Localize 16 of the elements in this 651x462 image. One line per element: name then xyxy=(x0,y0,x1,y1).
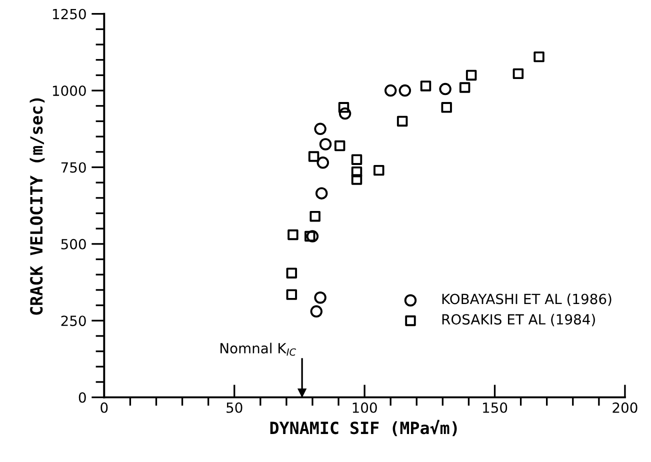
y-tick-label: 0 xyxy=(78,392,86,403)
x-tick-label: 50 xyxy=(226,402,242,413)
x-tick-label: 150 xyxy=(483,402,508,413)
y-tick-label: 250 xyxy=(61,316,86,326)
y-tick-label: 500 xyxy=(61,238,86,250)
y-tick-label: 1250 xyxy=(52,8,86,20)
legend-label: ROSAKIS ET AL (1984) xyxy=(442,314,595,326)
x-tick-label: 200 xyxy=(612,402,638,413)
legend-label: KOBAYASHI ET AL (1986) xyxy=(442,293,612,306)
x-tick-label: 100 xyxy=(352,402,377,413)
y-tick-label: 1000 xyxy=(52,86,86,96)
x-tick-label: 0 xyxy=(100,402,108,413)
x-axis-title: DYNAMIC SIF (MPa√m) xyxy=(270,420,457,436)
y-axis-title: CRACK VELOCITY (m/sec) xyxy=(30,98,45,315)
ref-line-label: Nomnal K$_{IC}$ xyxy=(220,342,296,356)
y-tick-label: 750 xyxy=(61,162,86,173)
